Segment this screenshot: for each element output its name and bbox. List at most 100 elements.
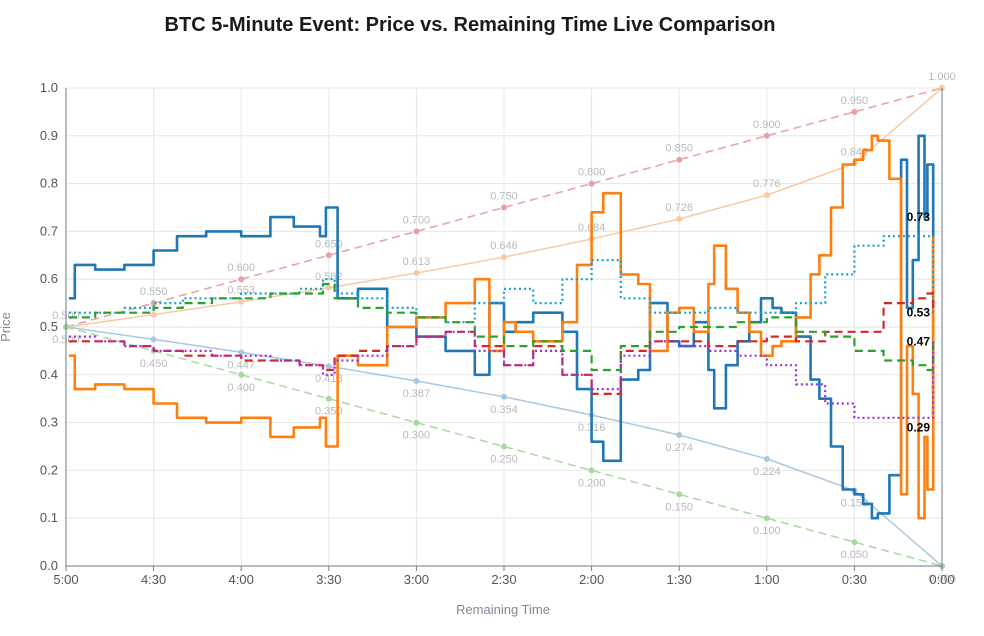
- series-line: [68, 330, 935, 419]
- end-labels: 0.73 0.53 0.47 0.29: [907, 210, 931, 434]
- reference-point: [501, 254, 507, 261]
- reference-value-label: 0.613: [403, 256, 431, 268]
- x-tick-label: 5:00: [53, 572, 78, 587]
- reference-value-label: 0.450: [140, 358, 168, 370]
- reference-point: [676, 432, 683, 439]
- reference-point: [676, 215, 683, 222]
- x-tick-label: 4:00: [229, 572, 254, 587]
- reference-value-label: 0.776: [753, 178, 781, 190]
- reference-value-label: 0.550: [140, 286, 168, 298]
- reference-value-label: 0.646: [490, 240, 518, 252]
- reference-lines: 0.5000.5500.6000.6500.7000.7500.8000.850…: [52, 71, 956, 585]
- reference-value-label: 0.100: [753, 525, 781, 537]
- reference-value-label: 0.950: [841, 95, 869, 107]
- x-tick-label: 0:30: [842, 572, 867, 587]
- x-tick-label: 1:30: [667, 572, 692, 587]
- reference-value-label: 0.842: [841, 147, 869, 159]
- data-series: [68, 134, 935, 520]
- y-tick-label: 0.1: [40, 510, 58, 525]
- reference-point: [501, 204, 507, 211]
- reference-value-label: 0.447: [227, 359, 255, 371]
- reference-value-label: 0.750: [490, 191, 518, 203]
- x-tick-label: 3:00: [404, 572, 429, 587]
- reference-point: [588, 467, 595, 474]
- reference-point: [325, 395, 332, 402]
- reference-point: [413, 378, 420, 385]
- y-tick-label: 0.3: [40, 415, 58, 430]
- reference-point: [588, 180, 595, 187]
- reference-value-label: 0.726: [665, 202, 693, 214]
- reference-value-label: 0.600: [227, 262, 255, 274]
- reference-value-label: 0.350: [315, 406, 343, 418]
- reference-point: [413, 269, 420, 276]
- reference-value-label: 0.387: [403, 388, 431, 400]
- end-value-label: 0.29: [907, 420, 931, 434]
- reference-value-label: 0.900: [753, 119, 781, 131]
- reference-value-label: 0.553: [227, 285, 255, 297]
- reference-point: [763, 455, 770, 462]
- reference-point: [150, 311, 157, 318]
- series-line: [68, 235, 935, 324]
- reference-point: [851, 108, 858, 115]
- reference-point: [150, 300, 157, 307]
- y-tick-label: 0.4: [40, 367, 58, 382]
- chart-title: BTC 5-Minute Event: Price vs. Remaining …: [164, 14, 776, 36]
- reference-point: [238, 371, 245, 378]
- reference-value-label: 0.000: [928, 573, 956, 585]
- reference-value-label: 0.158: [841, 497, 869, 509]
- reference-value-label: 0.224: [753, 466, 781, 478]
- y-tick-label: 0.6: [40, 271, 58, 286]
- y-tick-label: 1.0: [40, 80, 58, 95]
- y-axis-label: Price: [0, 312, 13, 342]
- reference-value-label: 0.354: [490, 404, 518, 416]
- reference-point: [325, 252, 332, 259]
- y-tick-label: 0.7: [40, 223, 58, 238]
- x-tick-label: 3:30: [316, 572, 341, 587]
- x-tick-label: 4:30: [141, 572, 166, 587]
- y-tick-label: 0.2: [40, 462, 58, 477]
- reference-value-label: 1.000: [928, 71, 956, 83]
- x-tick-label: 2:30: [491, 572, 516, 587]
- reference-value-label: 0.850: [665, 143, 693, 155]
- reference-value-label: 0.650: [315, 238, 343, 250]
- reference-point: [676, 156, 683, 163]
- reference-point: [150, 336, 157, 343]
- reference-value-label: 0.300: [403, 430, 431, 442]
- x-tick-label: 2:00: [579, 572, 604, 587]
- end-value-label: 0.53: [907, 306, 931, 320]
- y-tick-label: 0.9: [40, 128, 58, 143]
- reference-point: [238, 298, 245, 305]
- y-tick-label: 0.0: [40, 558, 58, 573]
- reference-point: [501, 443, 507, 450]
- reference-point: [325, 363, 332, 370]
- reference-value-label: 0.150: [665, 501, 693, 513]
- reference-point: [763, 515, 770, 522]
- reference-value-label: 0.250: [490, 454, 518, 466]
- reference-point: [676, 491, 683, 498]
- reference-point: [763, 192, 770, 199]
- axes: 0.0 0.1 0.2 0.3 0.4 0.5 0.6 0.7 0.8 0.9 1.0 5:00 4:3…: [40, 80, 955, 587]
- x-axis-label: Remaining Time: [456, 602, 550, 617]
- y-tick-label: 0.8: [40, 176, 58, 191]
- reference-point: [413, 419, 420, 426]
- y-tick-label: 0.5: [40, 319, 58, 334]
- reference-value-label: 0.700: [403, 214, 431, 226]
- reference-point: [501, 393, 507, 400]
- reference-point: [413, 228, 420, 235]
- reference-point: [851, 539, 858, 546]
- reference-line: [65, 326, 943, 567]
- reference-point: [238, 349, 245, 356]
- series-line: [68, 292, 935, 395]
- reference-value-label: 0.800: [578, 167, 606, 179]
- x-tick-label: 1:00: [754, 572, 779, 587]
- reference-value-label: 0.050: [841, 549, 869, 561]
- end-value-label: 0.73: [907, 210, 931, 224]
- x-tick-label: 0:00: [929, 572, 954, 587]
- reference-point: [325, 284, 332, 291]
- reference-value-label: 0.200: [578, 477, 606, 489]
- reference-value-label: 0.400: [227, 382, 255, 394]
- series-line: [68, 282, 935, 372]
- reference-value-label: 0.418: [315, 373, 343, 385]
